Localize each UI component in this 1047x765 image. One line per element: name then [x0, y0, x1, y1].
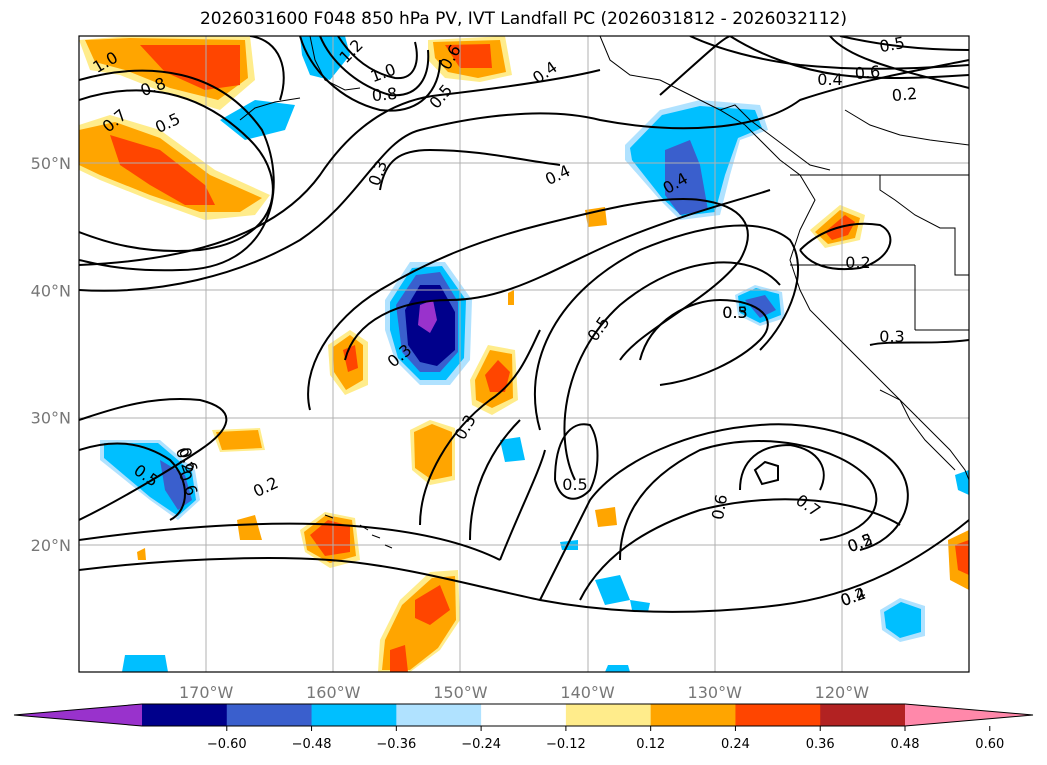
colorbar-tick-label: 0.48: [891, 737, 920, 752]
lon-label: 150°W: [433, 683, 488, 702]
contour-label: 0.3: [879, 327, 904, 346]
contour-label: 0.8: [371, 84, 398, 105]
colorbar-tick-label: −0.12: [546, 737, 586, 752]
graticule: [79, 36, 969, 672]
colorbar-tick-label: −0.48: [292, 737, 332, 752]
contour-label: 0.6: [708, 493, 731, 521]
lon-label: 130°W: [688, 683, 743, 702]
colorbar-tick-label: −0.24: [461, 737, 501, 752]
map-title: 2026031600 F048 850 hPa PV, IVT Landfall…: [199, 9, 847, 29]
latitude-labels: 50°N 40°N 30°N 20°N: [31, 154, 71, 555]
contour-label: 0.3: [722, 303, 747, 322]
contour-label: 0.4: [817, 70, 842, 89]
coastlines: [239, 36, 969, 549]
colorbar-segment: [650, 704, 736, 726]
colorbar-tick-label: 0.60: [975, 737, 1004, 752]
longitude-labels: 170°W 160°W 150°W 140°W 130°W 120°W: [179, 683, 869, 702]
contour-label: 0.2: [845, 253, 870, 272]
lon-label: 160°W: [306, 683, 361, 702]
colorbar-segment: [311, 704, 397, 726]
lon-label: 140°W: [560, 683, 615, 702]
colorbar-segment: [735, 704, 821, 726]
colorbar-segment: [820, 704, 906, 726]
contour-label: 0.6: [854, 62, 881, 83]
colorbar-segment: [565, 704, 652, 726]
lat-label: 50°N: [31, 154, 71, 173]
colorbar-tick-label: −0.36: [376, 737, 416, 752]
colorbar-segment: [226, 704, 313, 726]
lat-label: 40°N: [31, 281, 71, 300]
colorbar: −0.60 −0.48 −0.36 −0.24 −0.12 0.12 0.24 0.36 0.4…: [13, 703, 1034, 752]
pv-fill-shading: [79, 36, 969, 672]
lon-label: 120°W: [815, 683, 870, 702]
colorbar-tick-label: 0.36: [806, 737, 835, 752]
lat-label: 30°N: [31, 409, 71, 428]
colorbar-tick-label: 0.12: [636, 737, 665, 752]
map-frame: [78, 35, 970, 673]
contour-label: 0.5: [562, 475, 587, 494]
lon-label: 170°W: [179, 683, 234, 702]
colorbar-extend-min: [14, 704, 142, 726]
colorbar-segment: [142, 704, 228, 726]
contour-label: 0.2: [891, 84, 918, 105]
contour-label: 0.5: [722, 303, 747, 322]
map-panel: 1.00.80.7 0.51.21.00.8 0.50.6 0.40.40.50.60…: [79, 33, 969, 672]
colorbar-tick-label: 0.24: [721, 737, 750, 752]
colorbar-extend-max: [905, 704, 1033, 726]
ivt-contours: [79, 36, 969, 613]
lat-label: 20°N: [31, 536, 71, 555]
colorbar-segment: [396, 704, 482, 726]
colorbar-outline: [13, 703, 1034, 727]
colorbar-segment: [481, 704, 567, 726]
contour-label: 0.5: [878, 33, 906, 56]
colorbar-tick-label: −0.60: [207, 737, 247, 752]
